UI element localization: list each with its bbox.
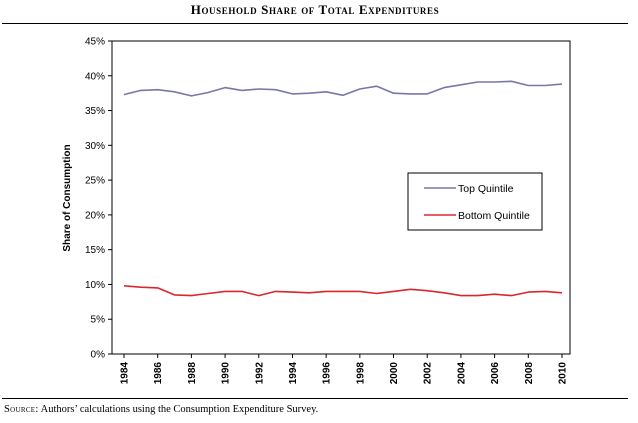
x-tick-label: 1986 (153, 362, 164, 385)
x-tick-label: 2008 (524, 362, 535, 385)
source-text: Authors’ calculations using the Consumpt… (38, 404, 319, 415)
series-line (123, 285, 563, 297)
plot-frame (111, 40, 571, 355)
y-tick-label: 35% (85, 106, 105, 117)
y-tick-label: 15% (85, 245, 105, 256)
x-tick-label: 2000 (389, 362, 400, 385)
x-tick-label: 2004 (456, 362, 467, 385)
x-tick-label: 2006 (490, 362, 501, 385)
x-tick-label: 2002 (423, 362, 434, 385)
top-rule (2, 23, 628, 24)
y-tick-label: 5% (91, 315, 106, 326)
x-tick-label: 2010 (558, 362, 569, 385)
x-tick-label: 1992 (254, 362, 265, 385)
x-tick-label: 1988 (187, 362, 198, 385)
source-lead: Source: (4, 404, 39, 415)
x-tick-label: 1996 (322, 362, 333, 385)
y-tick-label: 25% (85, 176, 105, 187)
x-axis: 1984 1986 1988 1990 1992 1994 1996 1998 2000 2002… (120, 354, 569, 384)
y-tick-label: 20% (85, 210, 105, 221)
y-tick-label: 0% (91, 350, 106, 361)
series-line (123, 80, 563, 97)
legend-entry: Bottom Quintile (458, 210, 530, 222)
y-tick-label: 10% (85, 280, 105, 291)
y-axis: 0% 5% 10% 15% 20% 25% 30% 35% 40% 45% (85, 37, 112, 361)
x-tick-label: 1990 (221, 362, 232, 385)
legend: Top Quintile Bottom Quintile (407, 172, 543, 231)
y-tick-label: 30% (85, 141, 105, 152)
x-tick-label: 1984 (120, 362, 131, 385)
line-chart: 0%5%10%15%20%25%30%35%40%45% 1984 1986 198… (62, 37, 571, 384)
series-lines (123, 80, 563, 297)
bottom-rule (2, 398, 628, 399)
legend-box (407, 172, 543, 231)
x-tick-label: 1998 (355, 362, 366, 385)
x-tick-label: 1994 (288, 362, 299, 385)
figure-title: Household Share of Total Expenditures (190, 2, 440, 17)
y-tick-label: 40% (85, 71, 105, 82)
legend-entry: Top Quintile (458, 183, 514, 195)
y-axis-title: Share of Consumption (62, 144, 73, 251)
source-note: Source: Authors’ calculations using the … (4, 404, 318, 415)
y-tick-label: 45% (85, 37, 105, 48)
